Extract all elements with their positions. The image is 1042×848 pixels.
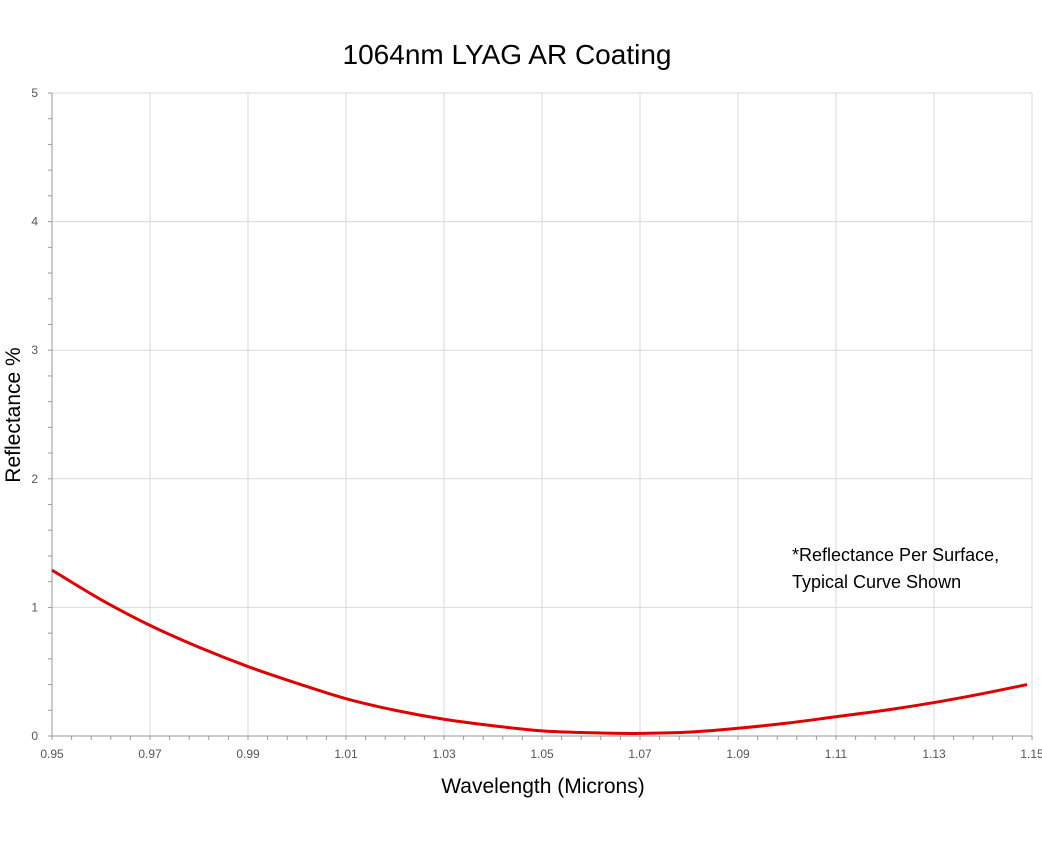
x-tick-label: 1.15 [1020,747,1042,761]
y-tick-label: 0 [31,729,38,743]
reflectance-series-line [51,568,1028,736]
plot-area: 0.95 0.97 0.99 1.01 1.03 1.05 1.07 1.09 1.11 1.13… [31,86,1042,761]
y-tick-label: 2 [31,472,38,486]
x-axis-label: Wavelength (Microns) [441,775,644,798]
y-axis-label: Reflectance % [2,347,25,482]
x-tick-label: 1.03 [432,747,456,761]
x-tick-label: 1.01 [334,747,358,761]
annotation-line-2: Typical Curve Shown [792,572,961,592]
x-tick-label: 1.07 [628,747,652,761]
chart-title: 1064nm LYAG AR Coating [343,39,672,70]
y-tick-label: 5 [31,86,38,100]
y-tick-label: 1 [31,600,38,614]
x-tick-label: 0.97 [138,747,162,761]
annotation-line-1: *Reflectance Per Surface, [792,545,999,565]
y-tick-label: 3 [31,343,38,357]
x-tick-label: 1.05 [530,747,554,761]
x-tick-label: 1.13 [922,747,946,761]
x-tick-label: 0.99 [236,747,260,761]
x-tick-label: 1.11 [825,747,848,761]
x-tick-label: 0.95 [40,747,64,761]
y-tick-label: 4 [31,215,38,229]
x-tick-label: 1.09 [726,747,750,761]
